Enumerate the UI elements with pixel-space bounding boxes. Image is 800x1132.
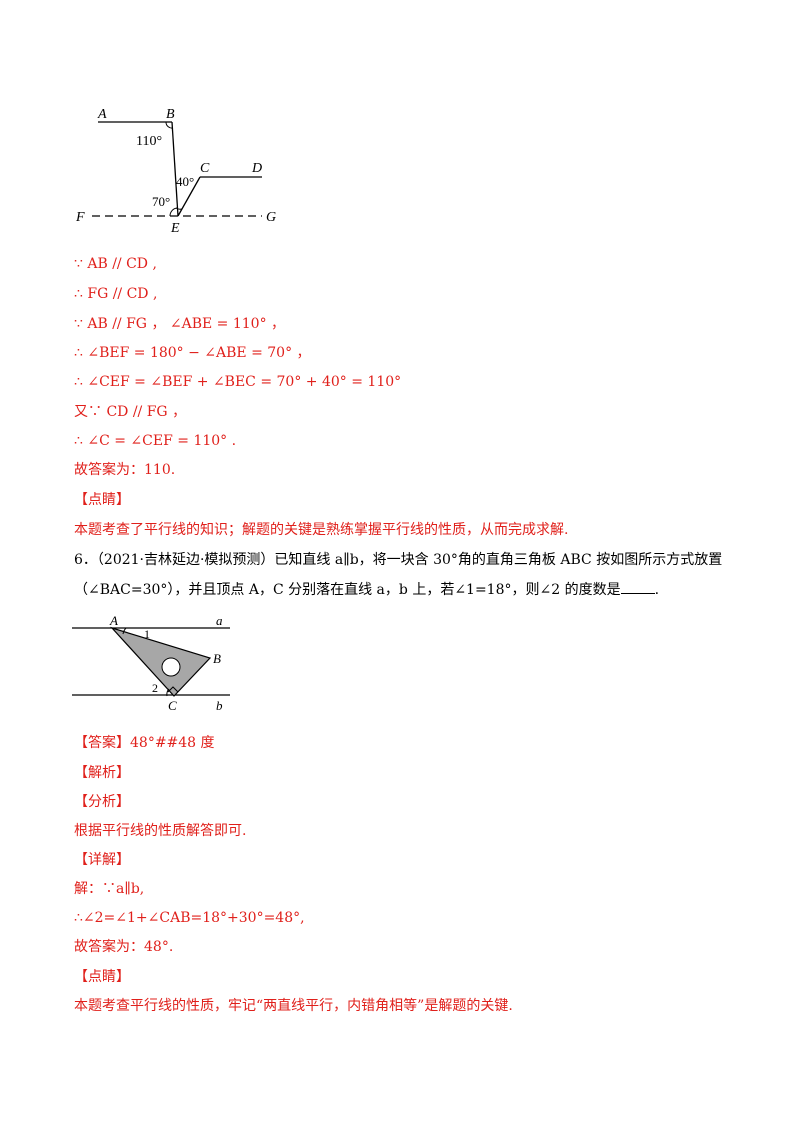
label-D: D — [251, 161, 262, 176]
triangle-ruler-figure: A B C a b 1 2 — [72, 613, 230, 712]
problem6-line2-end: . — [654, 582, 660, 598]
label-a-line: a — [216, 613, 223, 628]
solution5-step3: ∵ AB // FG ， ∠ABE = 110° ， — [74, 316, 286, 332]
answer-blank — [620, 581, 655, 594]
solution5-step4: ∴ ∠BEF = 180° − ∠ABE = 70° ， — [74, 345, 311, 361]
angle-bec-label: 40° — [176, 174, 194, 189]
solution6-step2: ∴∠2=∠1+∠CAB=18°+30°=48°, — [74, 910, 305, 926]
problem6-line2-text: （∠BAC=30°），并且顶点 A，C 分别落在直线 a，b 上，若∠1=18°… — [74, 582, 621, 598]
angle-bef-label: 70° — [152, 194, 170, 209]
solution5-step5: ∴ ∠CEF = ∠BEF + ∠BEC = 70° + 40° = 110° — [74, 374, 402, 390]
solution6-answer-line: 故答案为：48°. — [74, 939, 174, 955]
problem6-line1: 6．（2021·吉林延边·模拟预测）已知直线 a∥b，将一块含 30°角的直角三… — [74, 552, 723, 568]
solution6-fenxi: 【分析】 — [74, 794, 130, 810]
label-G: G — [266, 210, 276, 225]
label-B: B — [166, 107, 175, 122]
angle-1-label: 1 — [144, 627, 150, 641]
solution6-jiexi: 【解析】 — [74, 765, 130, 781]
solution6-dianjing-text: 本题考查平行线的性质，牢记“两直线平行，内错角相等”是解题的关键. — [74, 998, 513, 1014]
solution6-dianjing-heading: 【点睛】 — [74, 969, 130, 985]
solution6-fenxi-text: 根据平行线的性质解答即可. — [74, 823, 247, 839]
label-E: E — [170, 221, 180, 236]
label-C: C — [200, 161, 210, 176]
label-B-2: B — [213, 651, 221, 666]
angle-2-label: 2 — [152, 681, 158, 695]
problem6-line2: （∠BAC=30°），并且顶点 A，C 分别落在直线 a，b 上，若∠1=18°… — [74, 580, 659, 600]
solution5-answer: 故答案为：110. — [74, 462, 176, 478]
label-A: A — [97, 107, 107, 122]
solution5-step1: ∵ AB // CD , — [74, 256, 157, 272]
solution5-step6: 又∵ CD // FG ， — [74, 404, 187, 420]
angle-abe-label: 110° — [136, 134, 162, 149]
solution5-dianjing-heading: 【点睛】 — [74, 492, 130, 508]
label-F: F — [75, 210, 85, 225]
solution6-xiangjie: 【详解】 — [74, 852, 130, 868]
solution5-dianjing-text: 本题考查了平行线的知识；解题的关键是熟练掌握平行线的性质，从而完成求解. — [74, 522, 569, 538]
label-C-2: C — [168, 698, 177, 712]
geometry-figure-1: A B C D E F G 110° 40° 70° — [75, 107, 276, 236]
label-A-2: A — [109, 613, 118, 628]
solution5-step2: ∴ FG // CD , — [74, 286, 158, 302]
solution5-step7: ∴ ∠C = ∠CEF = 110° . — [74, 433, 237, 449]
label-b-line: b — [216, 698, 223, 712]
solution6-step1: 解：∵a∥b, — [74, 881, 145, 897]
solution6-answer: 【答案】48°##48 度 — [74, 735, 215, 751]
